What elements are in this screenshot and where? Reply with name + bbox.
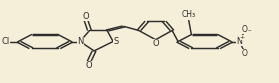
Text: O: O [152, 39, 159, 48]
Text: N: N [236, 37, 242, 46]
Text: O: O [83, 12, 89, 21]
Text: S: S [114, 37, 119, 46]
Text: O: O [242, 49, 247, 58]
Text: Cl: Cl [1, 37, 9, 46]
Text: –: – [247, 27, 251, 33]
Text: O: O [85, 62, 92, 70]
Text: N: N [77, 37, 83, 46]
Text: CH₃: CH₃ [181, 10, 195, 20]
Text: O: O [242, 25, 247, 34]
Text: +: + [240, 35, 245, 40]
